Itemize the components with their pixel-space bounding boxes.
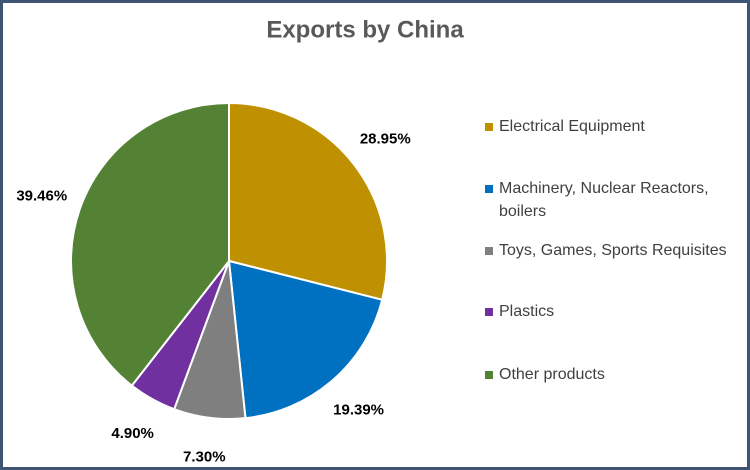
pie-slice	[70, 101, 230, 388]
legend-swatch	[485, 185, 493, 193]
pie-slice	[227, 259, 384, 420]
legend-swatch	[485, 371, 493, 379]
data-label: 4.90%	[111, 425, 154, 442]
legend-item: Other products	[485, 363, 739, 386]
data-label: 7.30%	[183, 448, 226, 465]
data-label: 19.39%	[333, 402, 384, 419]
data-label: 28.95%	[360, 130, 411, 147]
legend-label: Toys, Games, Sports Requisites	[499, 242, 727, 259]
legend-item: Electrical Equipment	[485, 115, 739, 138]
legend-swatch	[485, 247, 493, 255]
chart-title: Exports by China	[266, 16, 464, 43]
pie-slice	[228, 101, 388, 302]
legend-swatch	[485, 123, 493, 131]
data-label: 39.46%	[16, 188, 67, 205]
legend-label: Plastics	[499, 303, 555, 320]
chart: Exports by China 28.95% 19.39% 7.30% 4.90% 3…	[16, 16, 464, 465]
legend-label: Electrical Equipment	[499, 118, 645, 135]
legend-label: Other products	[499, 366, 605, 383]
legend-item: Toys, Games, Sports Requisites	[485, 239, 739, 262]
legend-label: Machinery, Nuclear Reactors, boilers	[499, 180, 709, 220]
legend-item: Machinery, Nuclear Reactors, boilers	[485, 177, 739, 223]
legend-item: Plastics	[485, 300, 739, 323]
legend-swatch	[485, 308, 493, 316]
